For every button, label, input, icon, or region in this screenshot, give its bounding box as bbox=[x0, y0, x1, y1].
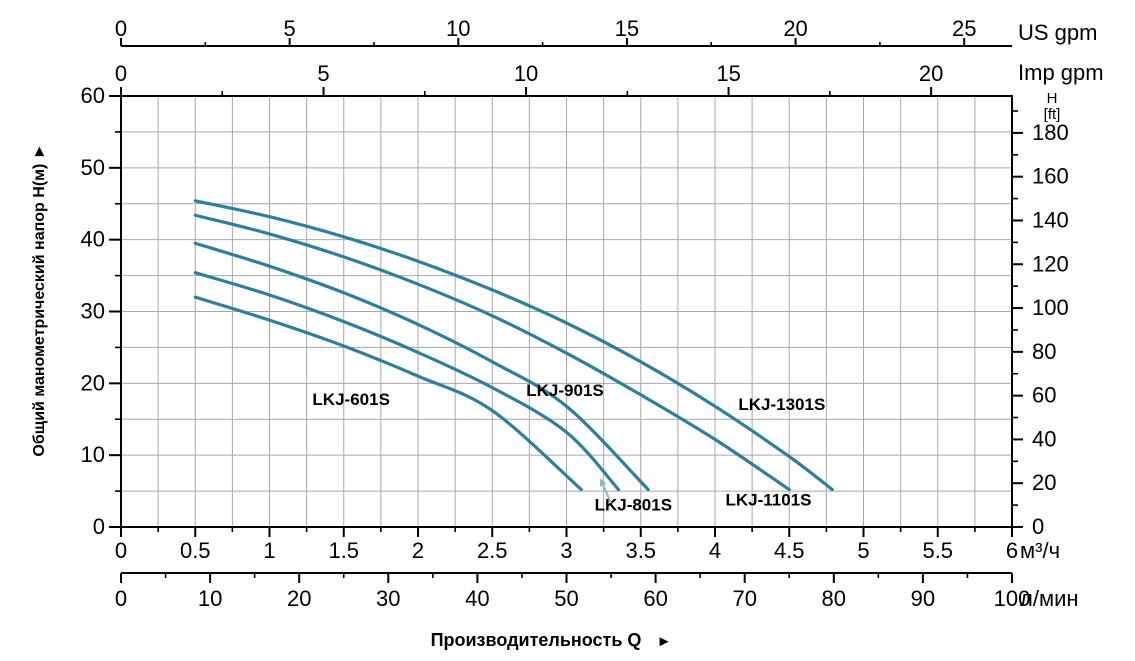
l-min-tick-label: 0 bbox=[115, 586, 127, 611]
imp-gpm-unit-label: Imp gpm bbox=[1018, 60, 1104, 85]
us-gpm-tick-label: 15 bbox=[615, 16, 639, 41]
l-min-tick-label: 70 bbox=[732, 586, 756, 611]
h-m-tick-label: 20 bbox=[81, 370, 105, 395]
curve-label-LKJ-901S: LKJ-901S bbox=[526, 381, 603, 400]
h-ft-tick-label: 40 bbox=[1032, 426, 1056, 451]
grid bbox=[121, 96, 1012, 527]
x-axis-title-text: Производительность Q bbox=[431, 630, 642, 650]
h-ft-tick-label: 60 bbox=[1032, 383, 1056, 408]
axis-imp-gpm: 0 5 10 15 20 Imp gpm bbox=[115, 60, 1104, 96]
h-ft-tick-label: 100 bbox=[1032, 295, 1069, 320]
us-gpm-tick-label: 5 bbox=[284, 16, 296, 41]
h-ft-tick-label: 20 bbox=[1032, 470, 1056, 495]
curve-LKJ-801S bbox=[193, 271, 621, 492]
us-gpm-unit-label: US gpm bbox=[1018, 20, 1097, 45]
curve-label-LKJ-1301S: LKJ-1301S bbox=[738, 395, 825, 414]
m3h-tick-label: 1.5 bbox=[328, 538, 359, 563]
axis-h-ft: 0 20 40 60 80 100 120 140 160 180 H[ft] bbox=[1012, 90, 1069, 539]
h-ft-tick-label: 180 bbox=[1032, 120, 1069, 145]
curve-LKJ-601S bbox=[193, 295, 583, 492]
h-m-tick-label: 40 bbox=[81, 227, 105, 252]
l-min-tick-label: 20 bbox=[287, 586, 311, 611]
l-min-tick-label: 50 bbox=[554, 586, 578, 611]
h-m-tick-label: 50 bbox=[81, 155, 105, 180]
l-min-tick-label: 30 bbox=[376, 586, 400, 611]
axis-h-m: 0 10 20 30 40 50 60 Общий манометрический напор… bbox=[31, 83, 121, 539]
h-m-tick-label: 10 bbox=[81, 442, 105, 467]
curve-LKJ-1301S bbox=[193, 199, 834, 492]
h-ft-tick-label: 80 bbox=[1032, 339, 1056, 364]
h-ft-tick-label: 160 bbox=[1032, 164, 1069, 189]
imp-gpm-tick-label: 5 bbox=[317, 61, 329, 86]
ft-axis-header: H bbox=[1047, 90, 1058, 107]
h-ft-tick-label: 120 bbox=[1032, 251, 1069, 276]
imp-gpm-tick-label: 20 bbox=[919, 61, 943, 86]
us-gpm-tick-label: 10 bbox=[446, 16, 470, 41]
x-axis-title-arrow: ► bbox=[657, 633, 672, 650]
m3h-tick-label: 5.5 bbox=[922, 538, 953, 563]
m3h-tick-label: 4.5 bbox=[774, 538, 805, 563]
curve-label-LKJ-601S: LKJ-601S bbox=[312, 390, 389, 409]
curve-LKJ-1101S bbox=[193, 213, 791, 492]
imp-gpm-tick-label: 0 bbox=[115, 61, 127, 86]
curve-LKJ-901S bbox=[193, 241, 650, 492]
us-gpm-tick-label: 20 bbox=[783, 16, 807, 41]
m3h-tick-label: 4 bbox=[709, 538, 721, 563]
annotation-arrow-head bbox=[599, 478, 607, 487]
h-ft-tick-label: 0 bbox=[1032, 514, 1044, 539]
us-gpm-tick-label: 0 bbox=[115, 16, 127, 41]
curve-label-LKJ-1101S: LKJ-1101S bbox=[725, 491, 811, 510]
m3h-tick-label: 1 bbox=[263, 538, 275, 563]
l-min-unit-label: л/мин bbox=[1020, 586, 1079, 611]
curve-label-LKJ-801S: LKJ-801S bbox=[595, 496, 672, 515]
m3h-tick-label: 2.5 bbox=[477, 538, 508, 563]
m3h-unit-label: м³/ч bbox=[1020, 538, 1060, 563]
imp-gpm-tick-label: 15 bbox=[716, 61, 740, 86]
axis-us-gpm: 0 5 10 15 20 25 US gpm bbox=[115, 16, 1097, 47]
h-m-tick-label: 0 bbox=[93, 514, 105, 539]
m3h-tick-label: 3.5 bbox=[625, 538, 656, 563]
axis-m3h: 0 0.5 1 1.5 2 2.5 3 3.5 4 4.5 5 5.5 6 м³/ч bbox=[115, 527, 1060, 563]
us-gpm-tick-label: 25 bbox=[952, 16, 976, 41]
m3h-tick-label: 5 bbox=[857, 538, 869, 563]
series-curves: LKJ-601S LKJ-801S LKJ-901S LKJ-1101S LKJ-130… bbox=[193, 199, 834, 515]
l-min-tick-label: 40 bbox=[465, 586, 489, 611]
x-axis-title: Производительность Q ► bbox=[431, 630, 672, 650]
l-min-tick-label: 90 bbox=[911, 586, 935, 611]
annotation-arrow-line bbox=[602, 484, 612, 504]
annotation-arrow-LKJ-801S bbox=[599, 478, 612, 504]
y-axis-title: Общий манометрический напор Н(м) ► bbox=[31, 143, 48, 456]
m3h-tick-label: 3 bbox=[560, 538, 572, 563]
l-min-tick-label: 60 bbox=[643, 586, 667, 611]
m3h-tick-label: 6 bbox=[1006, 538, 1018, 563]
m3h-tick-label: 2 bbox=[412, 538, 424, 563]
ft-axis-header: [ft] bbox=[1044, 106, 1061, 123]
h-m-tick-label: 30 bbox=[81, 299, 105, 324]
h-ft-tick-label: 140 bbox=[1032, 207, 1069, 232]
imp-gpm-tick-label: 10 bbox=[514, 61, 538, 86]
h-m-tick-label: 60 bbox=[81, 83, 105, 108]
l-min-tick-label: 100 bbox=[994, 586, 1031, 611]
m3h-tick-label: 0.5 bbox=[180, 538, 211, 563]
l-min-tick-label: 10 bbox=[198, 586, 222, 611]
l-min-tick-label: 80 bbox=[822, 586, 846, 611]
m3h-tick-label: 0 bbox=[115, 538, 127, 563]
